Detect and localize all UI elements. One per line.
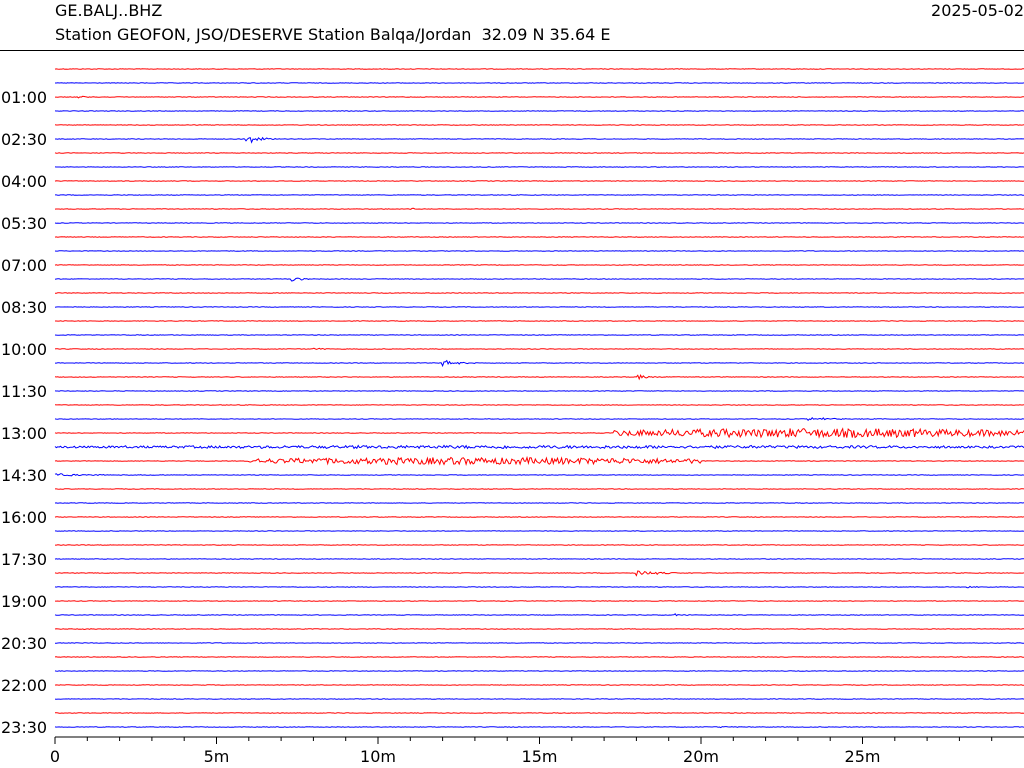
x-tick-label: 15m [522, 747, 558, 766]
x-tick-label: 20m [683, 747, 719, 766]
trace-line [54, 726, 1024, 729]
trace-line [54, 628, 1024, 631]
y-tick-label: 01:00 [1, 88, 47, 107]
trace-line [55, 359, 1024, 368]
trace-line [54, 585, 1024, 589]
trace-line [54, 455, 1024, 466]
x-axis: 0 5m 10m 15m 20m 25m [50, 736, 1024, 766]
x-tick-label: 10m [360, 747, 396, 766]
trace-line [54, 417, 1024, 422]
trace-line [54, 570, 1024, 577]
x-tick-label: 5m [204, 747, 230, 766]
y-tick-label: 10:00 [1, 340, 47, 359]
y-tick-label: 20:30 [1, 634, 47, 653]
y-tick-label: 13:00 [1, 424, 47, 443]
y-tick-label: 16:00 [1, 508, 47, 527]
trace-line [54, 207, 1024, 210]
station-code: GE.BALJ..BHZ [55, 1, 163, 20]
y-tick-label: 17:30 [1, 550, 47, 569]
y-tick-label: 04:00 [1, 172, 47, 191]
y-tick-label: 07:00 [1, 256, 47, 275]
y-tick-label: 11:30 [1, 382, 47, 401]
trace-line [54, 444, 1024, 450]
trace-line [54, 427, 1024, 439]
trace-line [54, 473, 1024, 477]
trace-group [54, 68, 1024, 729]
station-description: Station GEOFON, JSO/DESERVE Station Balq… [55, 25, 611, 44]
trace-line [55, 136, 1024, 144]
y-axis-labels: 01:00 02:30 04:00 05:30 07:00 08:30 10:00 11:30… [1, 88, 47, 737]
x-tick-label: 0 [50, 747, 60, 766]
trace-line [54, 613, 1024, 617]
trace-line [54, 373, 1024, 381]
y-tick-label: 19:00 [1, 592, 47, 611]
y-tick-label: 08:30 [1, 298, 47, 317]
trace-line [54, 277, 1024, 282]
record-date: 2025-05-02 [931, 1, 1024, 20]
y-tick-label: 02:30 [1, 130, 47, 149]
y-tick-label: 22:00 [1, 676, 47, 695]
header-divider [0, 50, 1024, 51]
y-tick-label: 05:30 [1, 214, 47, 233]
x-tick-label: 25m [845, 747, 881, 766]
trace-line [55, 95, 1024, 99]
y-tick-label: 23:30 [1, 718, 47, 737]
y-tick-label: 14:30 [1, 466, 47, 485]
trace-line [54, 347, 1024, 350]
